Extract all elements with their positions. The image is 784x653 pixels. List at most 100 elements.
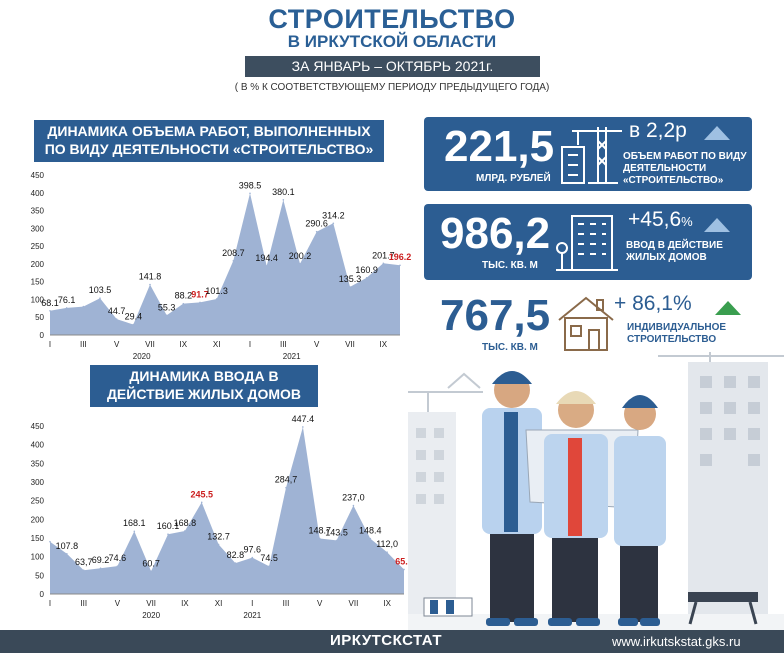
worker-middle <box>544 391 608 622</box>
c1-point-21 <box>399 264 401 267</box>
c1-label-10: 101.3 <box>205 286 228 296</box>
c2-point-8 <box>184 530 186 532</box>
building-left <box>408 412 456 630</box>
c1-label-20: 201.7 <box>372 250 395 260</box>
c1-point-2 <box>82 305 85 308</box>
c1-label-16: 290.6 <box>305 219 328 229</box>
c1-point-12 <box>249 192 251 195</box>
c1-point-7 <box>165 314 168 317</box>
c2-point-5 <box>133 530 136 533</box>
c2-point-21 <box>403 568 405 571</box>
c1-ytick-5: 250 <box>31 242 45 251</box>
c2-xtick-0: I <box>49 599 51 608</box>
period-badge: ЗА ЯНВАРЬ – ОКТЯБРЬ 2021г. <box>245 56 540 77</box>
c1-label-14: 380.1 <box>272 187 295 197</box>
c1-label-5: 29.4 <box>125 312 143 322</box>
c1-ytick-1: 50 <box>35 313 44 322</box>
c2-label-7: 160.1 <box>157 521 180 531</box>
kpi1-label-line1: ОБЪЕМ РАБОТ ПО ВИДУ <box>623 151 747 162</box>
c1-point-11 <box>232 259 235 262</box>
c2-xtick-12: I <box>251 599 253 608</box>
kpi2-label-line1: ВВОД В ДЕЙСТВИЕ <box>626 240 723 251</box>
c1-point-5 <box>132 323 135 326</box>
kpi3-label-line2: СТРОИТЕЛЬСТВО <box>627 334 717 345</box>
c2-label-10: 132.7 <box>207 531 230 541</box>
kpi1-label-line3: «СТРОИТЕЛЬСТВО» <box>623 175 724 186</box>
c2-label-18: 237,0 <box>342 493 365 503</box>
crane-right <box>658 352 784 362</box>
c2-point-11 <box>234 562 237 564</box>
c2-label-20: 112,0 <box>376 539 398 549</box>
c1-point-19 <box>365 276 368 279</box>
c2-label-13: 74.5 <box>260 553 278 563</box>
c1-label-8: 88.2 <box>175 291 193 301</box>
c1-ytick-9: 450 <box>31 171 45 180</box>
apartment-building-icon <box>556 215 618 271</box>
c2-xtick-14: III <box>283 599 290 608</box>
c1-ytick-3: 150 <box>31 278 45 287</box>
c2-point-14 <box>285 486 287 489</box>
kpi3-value: 767,5 <box>440 291 551 340</box>
c2-ytick-8: 400 <box>31 441 45 450</box>
c2-xtick-6: VII <box>146 599 156 608</box>
kpi-card-construction-volume: 221,5 МЛРД. РУБЛЕЙ в 2,2р ОБЪЕМ РАБОТ ПО… <box>424 117 752 191</box>
c2-ytick-3: 150 <box>31 534 45 543</box>
c1-point-9 <box>199 301 201 304</box>
c1-label-6: 141.8 <box>139 272 162 282</box>
c2-ytick-9: 450 <box>31 422 45 431</box>
c1-label-18: 135.3 <box>339 274 362 284</box>
crane-left <box>408 372 483 412</box>
footer-org: ИРКУТСКСТАТ <box>330 632 443 649</box>
c1-label-7: 55.3 <box>158 302 176 312</box>
c2-label-3: 69.2 <box>92 555 110 565</box>
c2-year-1: 2021 <box>243 611 261 620</box>
c2-point-1 <box>66 552 68 555</box>
c2-point-2 <box>82 569 85 572</box>
house-icon <box>558 296 614 351</box>
c2-point-18 <box>352 504 355 507</box>
up-arrow-icon <box>704 218 730 232</box>
c1-xtick-2: III <box>80 340 87 349</box>
up-arrow-green-icon <box>715 301 741 315</box>
c2-year-0: 2020 <box>142 611 160 620</box>
c1-label-11: 208.7 <box>222 248 245 258</box>
c1-label-4: 44.7 <box>108 306 126 316</box>
kpi2-value: 986,2 <box>440 209 551 258</box>
kpi2-unit: ТЫС. КВ. М <box>482 260 538 271</box>
c1-point-4 <box>115 318 118 320</box>
c2-label-8: 168.8 <box>174 518 197 528</box>
c2-xtick-4: V <box>115 599 121 608</box>
c2-point-10 <box>217 543 220 546</box>
c1-point-13 <box>265 265 268 267</box>
c2-point-3 <box>99 567 102 569</box>
kpi1-value: 221,5 <box>444 122 555 171</box>
c2-label-16: 148.7 <box>308 525 331 535</box>
c1-xtick-10: XI <box>213 340 221 349</box>
c1-point-1 <box>65 307 68 309</box>
c2-label-17: 143.5 <box>325 527 348 537</box>
c2-point-6 <box>150 570 152 573</box>
c1-label-21: 196.2 <box>389 252 412 262</box>
chart1-title-line1: ДИНАМИКА ОБЪЕМА РАБОТ, ВЫПОЛНЕННЫХ <box>47 123 371 139</box>
c2-xtick-2: III <box>80 599 87 608</box>
c2-point-16 <box>318 537 321 540</box>
c1-ytick-8: 400 <box>31 189 45 198</box>
c1-point-17 <box>332 222 335 225</box>
c2-xtick-16: V <box>317 599 323 608</box>
c1-point-6 <box>149 283 151 286</box>
kpi3-label-line1: ИНДИВИДУАЛЬНОЕ <box>627 322 727 333</box>
c1-xtick-16: V <box>314 340 320 349</box>
kpi1-label-line2: ДЕЯТЕЛЬНОСТИ <box>623 163 707 174</box>
footer-bar <box>0 630 784 653</box>
c2-point-9 <box>200 501 203 504</box>
c1-point-14 <box>282 199 285 201</box>
chart1-title-line2: ПО ВИДУ ДЕЯТЕЛЬНОСТИ «СТРОИТЕЛЬСТВО» <box>44 141 374 157</box>
barrier <box>423 597 473 617</box>
c2-label-15: 447.4 <box>292 414 315 424</box>
c2-point-15 <box>302 426 304 428</box>
footer-url[interactable]: www.irkutskstat.gks.ru <box>612 634 741 649</box>
c1-ytick-6: 300 <box>31 224 45 233</box>
c1-label-17: 314.2 <box>322 210 345 220</box>
kpi2-change: +45,6 <box>628 208 682 231</box>
c2-ytick-7: 350 <box>31 459 45 468</box>
